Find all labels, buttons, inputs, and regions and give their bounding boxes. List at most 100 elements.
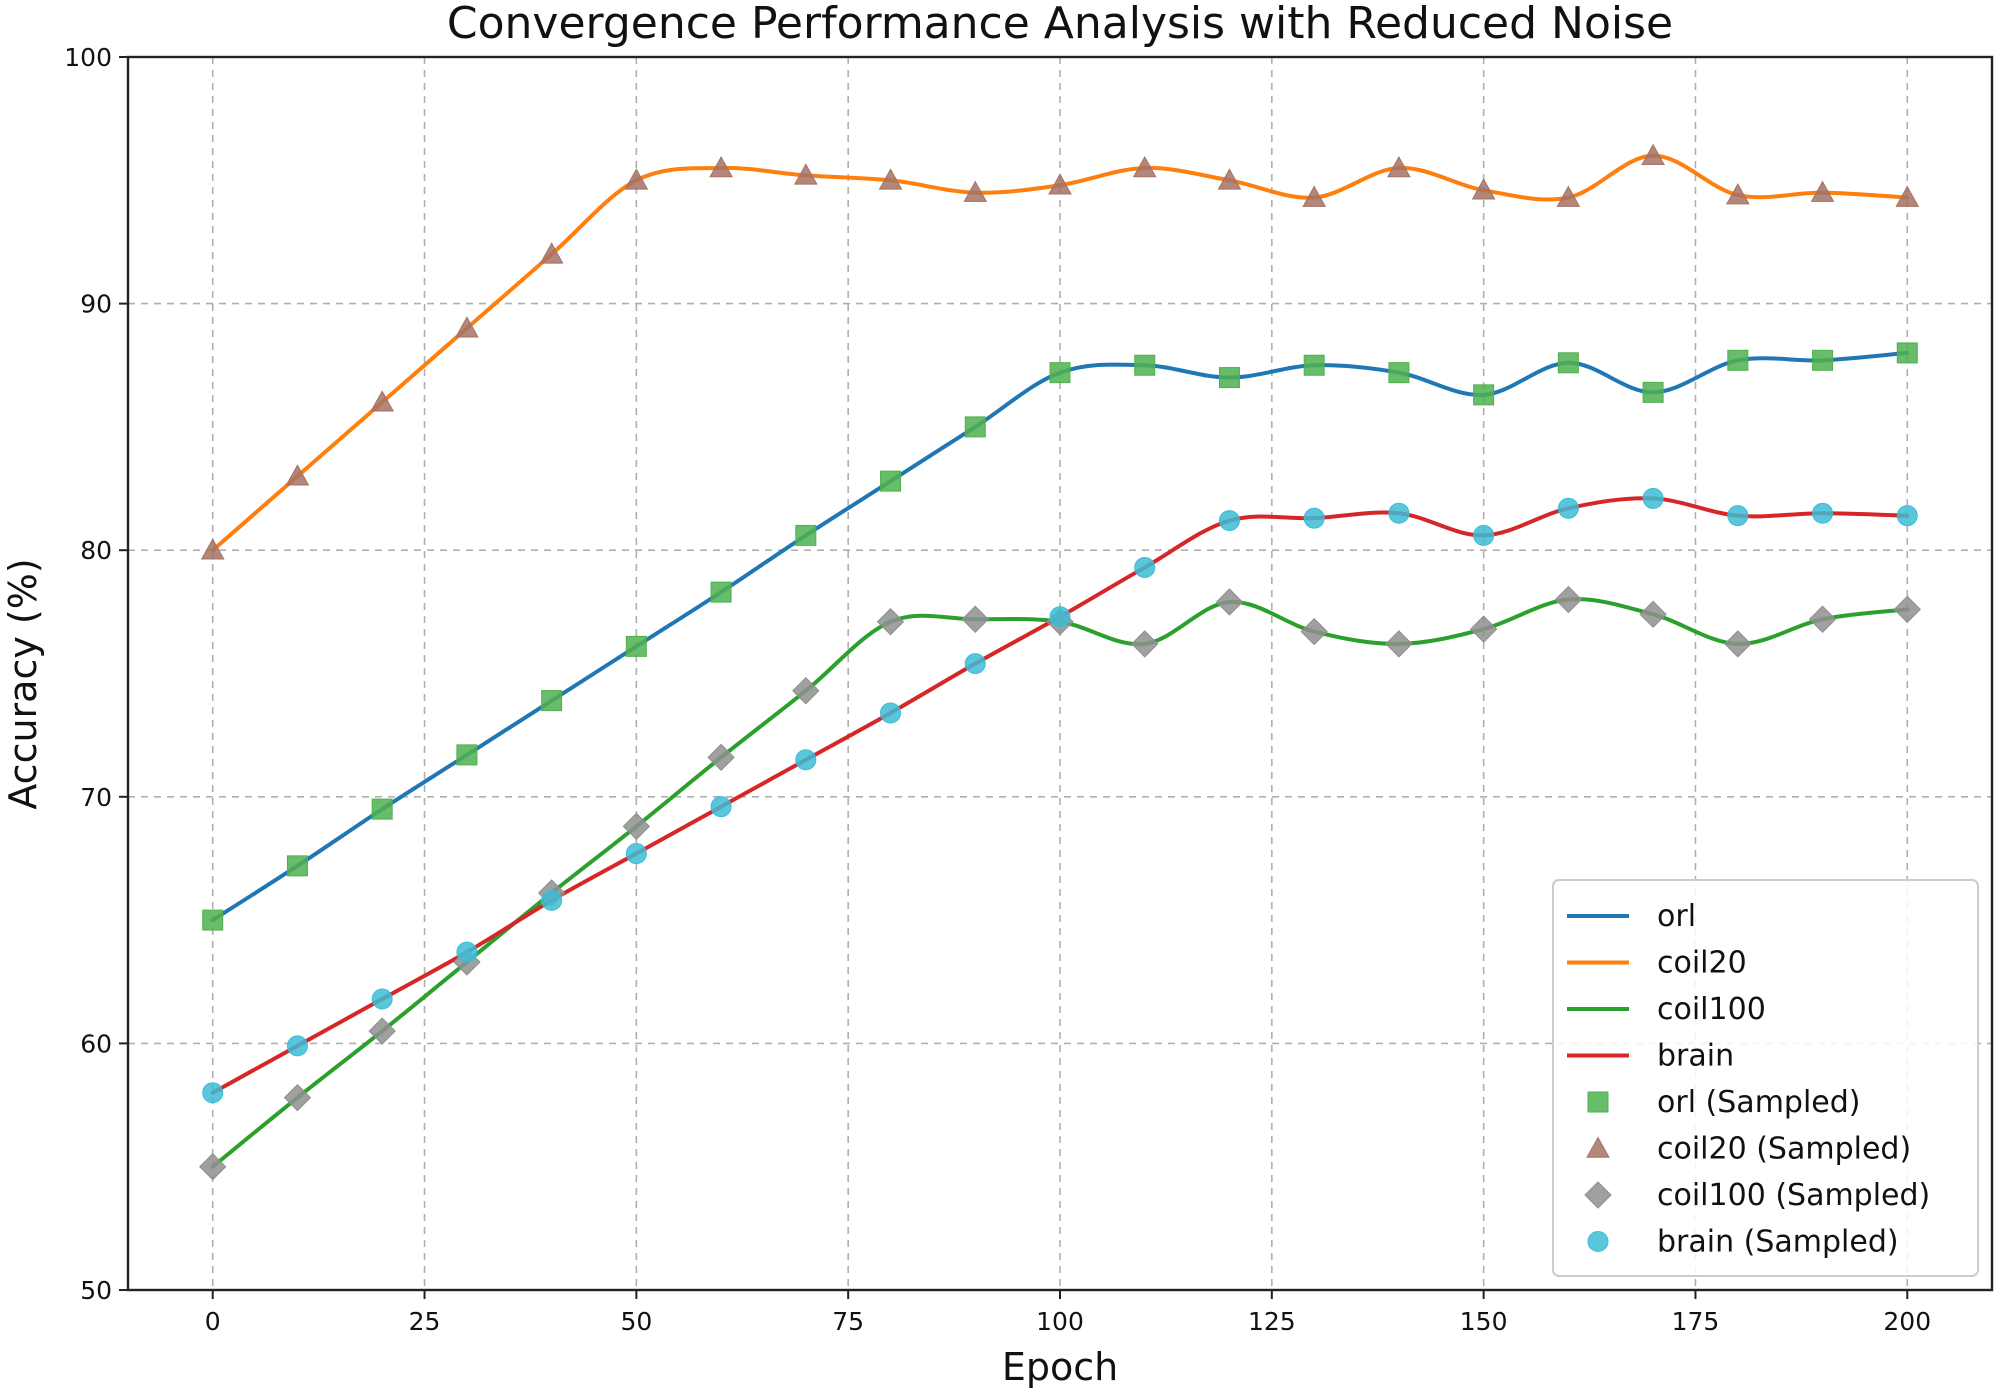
data-point-coil20 xyxy=(1132,155,1157,178)
data-point-coil20 xyxy=(793,163,818,185)
data-point-coil100 xyxy=(707,743,735,772)
data-point-coil100 xyxy=(368,1017,396,1045)
legend-label: coil20 xyxy=(1657,946,1747,981)
data-point-orl xyxy=(1812,349,1834,371)
data-point-brain xyxy=(964,653,986,675)
legend: orl coil20 coil100 brain orl (Sampled) coil20… xyxy=(1552,879,1979,1277)
markers-orl xyxy=(202,342,1918,931)
data-point-brain xyxy=(1218,510,1240,532)
data-point-brain xyxy=(1388,502,1410,524)
data-point-coil100 xyxy=(1639,600,1667,629)
data-point-brain xyxy=(625,843,647,865)
x-tick-label: 50 xyxy=(620,1307,652,1336)
data-point-orl xyxy=(1557,352,1579,374)
data-point-coil100 xyxy=(876,608,905,636)
data-point-coil20 xyxy=(1048,173,1072,195)
y-tick-label: 80 xyxy=(80,536,112,565)
data-point-brain xyxy=(710,796,732,818)
x-tick-label: 75 xyxy=(832,1307,864,1336)
legend-box xyxy=(1552,879,1979,1277)
data-point-coil20 xyxy=(1387,155,1411,178)
sampled-markers xyxy=(199,143,1921,1181)
data-point-coil20 xyxy=(285,464,310,486)
data-point-coil20 xyxy=(963,180,988,202)
data-point-coil20 xyxy=(1895,185,1920,207)
x-tick-label: 25 xyxy=(409,1307,441,1336)
data-point-orl xyxy=(1303,354,1325,376)
legend-marker-coil100 xyxy=(1584,1181,1612,1209)
data-point-orl xyxy=(202,909,224,931)
x-tick-label: 175 xyxy=(1672,1307,1720,1336)
y-tick-label: 100 xyxy=(64,43,112,72)
x-tick-label: 200 xyxy=(1883,1307,1931,1336)
data-point-brain xyxy=(541,889,563,911)
data-point-coil100 xyxy=(283,1083,312,1112)
data-point-brain xyxy=(371,988,393,1010)
data-point-coil100 xyxy=(1131,630,1159,658)
data-point-coil20 xyxy=(200,538,225,560)
data-point-coil100 xyxy=(1893,595,1921,624)
data-point-coil20 xyxy=(709,155,733,178)
data-point-brain xyxy=(286,1035,308,1057)
data-point-brain xyxy=(1303,507,1325,529)
data-point-brain xyxy=(1473,524,1495,546)
data-point-brain xyxy=(1642,487,1664,509)
data-point-coil20 xyxy=(1302,185,1327,207)
data-point-brain xyxy=(202,1082,224,1104)
data-point-brain xyxy=(1134,556,1156,578)
data-point-coil100 xyxy=(1385,630,1413,658)
data-point-coil20 xyxy=(1556,185,1581,207)
data-point-orl xyxy=(795,524,817,546)
data-point-brain xyxy=(1896,505,1918,527)
data-point-coil100 xyxy=(199,1152,227,1181)
legend-label: orl (Sampled) xyxy=(1657,1085,1861,1120)
x-tick-label: 150 xyxy=(1460,1307,1508,1336)
data-point-coil20 xyxy=(1217,168,1242,190)
data-point-orl xyxy=(371,798,393,820)
data-point-brain xyxy=(1812,502,1834,524)
data-point-orl xyxy=(1134,354,1156,376)
data-point-brain xyxy=(1727,505,1749,527)
data-point-coil100 xyxy=(792,677,820,705)
legend-marker-brain xyxy=(1587,1231,1609,1252)
data-point-coil100 xyxy=(1300,617,1328,646)
legend-label: coil100 xyxy=(1657,992,1766,1027)
data-point-coil20 xyxy=(1641,143,1665,165)
data-point-orl xyxy=(1218,367,1240,389)
legend-label: brain xyxy=(1657,1039,1734,1074)
legend-label: coil20 (Sampled) xyxy=(1657,1132,1911,1167)
x-tick-label: 125 xyxy=(1248,1307,1296,1336)
data-point-coil20 xyxy=(624,168,649,190)
data-point-coil100 xyxy=(1215,588,1244,616)
y-tick-label: 60 xyxy=(80,1029,112,1058)
x-tick-label: 100 xyxy=(1036,1307,1084,1336)
legend-marker-orl xyxy=(1587,1091,1609,1113)
chart-title: Convergence Performance Analysis with Re… xyxy=(447,0,1673,49)
legend-marker-coil20 xyxy=(1586,1136,1610,1158)
data-point-orl xyxy=(1049,362,1071,384)
data-point-orl xyxy=(710,581,732,603)
data-point-orl xyxy=(625,635,647,657)
markers-coil20 xyxy=(200,143,1920,560)
data-point-brain xyxy=(880,702,902,724)
series-line-coil100 xyxy=(210,597,1910,1169)
axis-ticks: 0 25 50 75 100 125 150 175 200 50 60 70 80 90 100 xyxy=(64,43,1931,1336)
legend-label: coil100 (Sampled) xyxy=(1657,1178,1930,1213)
data-point-brain xyxy=(795,749,817,771)
x-axis-label: Epoch xyxy=(1002,1345,1118,1389)
legend-label: orl xyxy=(1657,899,1696,934)
y-tick-label: 70 xyxy=(80,783,112,812)
data-point-coil20 xyxy=(370,390,395,412)
data-point-coil20 xyxy=(455,316,479,338)
data-point-coil20 xyxy=(1810,180,1835,202)
data-point-orl xyxy=(880,470,902,492)
data-point-orl xyxy=(1473,384,1495,406)
data-point-brain xyxy=(1557,497,1579,519)
data-point-coil100 xyxy=(961,605,989,633)
data-point-coil20 xyxy=(1471,178,1496,200)
markers-brain xyxy=(202,487,1918,1104)
data-point-brain xyxy=(1049,606,1071,628)
data-point-brain xyxy=(456,941,478,963)
data-point-orl xyxy=(541,690,563,712)
